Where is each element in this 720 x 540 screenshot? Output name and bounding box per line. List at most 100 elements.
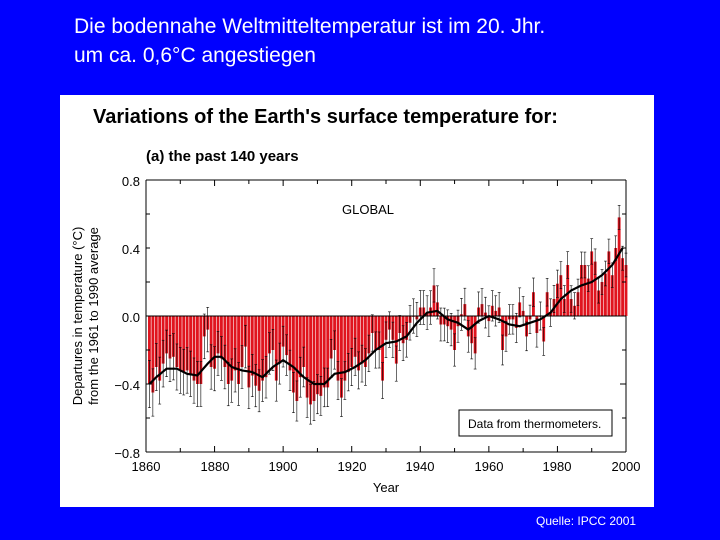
anomaly-bar <box>473 316 477 354</box>
y-tick-label-2: 0.0 <box>122 310 140 325</box>
anomaly-bar <box>175 316 179 367</box>
x-tick-label-1: 1880 <box>201 459 230 474</box>
anomaly-bar <box>340 316 343 398</box>
anomaly-bar <box>364 316 367 367</box>
temperature-chart: Variations of the Earth's surface temper… <box>70 106 641 495</box>
anomaly-bar <box>580 265 583 316</box>
x-tick-label-3: 1920 <box>338 459 367 474</box>
anomaly-bar <box>607 251 611 316</box>
anomaly-bar <box>593 261 597 316</box>
anomaly-bar <box>559 275 563 316</box>
anomaly-bar <box>316 316 319 395</box>
x-tick-label-2: 1900 <box>269 459 298 474</box>
anomaly-bar <box>600 282 604 316</box>
anomaly-bar <box>586 278 590 316</box>
anomaly-bar <box>617 217 621 316</box>
anomaly-bar <box>237 316 240 384</box>
x-tick-label-0: 1860 <box>132 459 161 474</box>
smoothed-curve <box>148 247 624 386</box>
chart-subtitle: (a) the past 140 years <box>146 148 299 165</box>
anomaly-bar <box>213 316 216 369</box>
anomaly-bar <box>192 316 196 381</box>
anomaly-bar <box>233 316 237 371</box>
anomaly-bar <box>367 316 371 354</box>
annotation-text: Data from thermometers. <box>468 417 601 431</box>
annotation-box <box>458 409 613 437</box>
anomaly-bar <box>161 316 165 364</box>
anomaly-bar <box>381 316 384 381</box>
anomaly-bar <box>583 265 587 316</box>
anomaly-bar <box>312 316 316 401</box>
anomaly-bar <box>326 316 330 388</box>
anomaly-bar <box>189 316 192 374</box>
anomaly-bar <box>274 316 278 381</box>
anomaly-bar <box>298 316 302 378</box>
x-tick-label-6: 1980 <box>543 459 572 474</box>
anomaly-bar <box>295 316 299 401</box>
anomaly-bar <box>604 273 607 316</box>
anomaly-bar <box>346 316 350 373</box>
y-tick-label-1: 0.4 <box>122 242 140 257</box>
x-tick-label-5: 1960 <box>475 459 504 474</box>
y-axis-label-line1: Departures in temperature (°C) <box>70 227 85 406</box>
anomaly-bar <box>151 316 155 393</box>
axis-ticks <box>145 179 627 453</box>
anomaly-bar <box>254 316 258 386</box>
slide-heading-line2: um ca. 0,6°C angestiegen <box>74 44 316 67</box>
anomaly-bar <box>501 316 504 350</box>
anomaly-bar <box>292 316 295 393</box>
anomaly-bar <box>154 316 158 367</box>
x-axis-label: Year <box>373 480 400 495</box>
x-tick-label-4: 1940 <box>406 459 435 474</box>
anomaly-bar <box>353 316 357 357</box>
anomaly-bar <box>309 316 312 405</box>
anomaly-bar <box>614 248 618 316</box>
anomaly-bar <box>257 316 261 391</box>
anomaly-bars <box>148 205 628 425</box>
y-tick-label-3: −0.4 <box>114 378 140 393</box>
anomaly-bar <box>336 316 340 381</box>
slide-heading: Die bodennahe Weltmitteltemperatur ist i… <box>74 12 694 70</box>
anomaly-bar <box>322 316 326 388</box>
chart-title: Variations of the Earth's surface temper… <box>93 106 558 128</box>
slide-heading-line1: Die bodennahe Weltmitteltemperatur ist i… <box>74 15 546 38</box>
anomaly-bar <box>329 316 333 359</box>
source-credit: Quelle: IPCC 2001 <box>536 514 637 528</box>
anomaly-bar <box>185 316 189 371</box>
anomaly-bar <box>590 251 594 316</box>
region-label: GLOBAL <box>342 202 394 217</box>
anomaly-bar <box>343 316 347 381</box>
anomaly-bar <box>288 316 292 371</box>
anomaly-bar <box>556 283 559 316</box>
anomaly-bar <box>357 316 360 371</box>
anomaly-bar <box>624 265 628 316</box>
anomaly-bar <box>209 316 213 367</box>
anomaly-bar <box>453 316 456 350</box>
y-tick-label-0: 0.8 <box>122 174 140 189</box>
anomaly-bar <box>158 316 162 381</box>
anomaly-bar <box>278 316 282 364</box>
anomaly-bar <box>196 316 199 384</box>
anomaly-bar <box>178 316 182 371</box>
anomaly-bar <box>247 316 251 388</box>
anomaly-bar <box>230 316 234 381</box>
anomaly-bar <box>566 265 570 316</box>
anomaly-bar <box>261 316 264 381</box>
anomaly-bar <box>305 316 309 398</box>
anomaly-bar <box>319 316 323 396</box>
y-axis-label-line2: from the 1961 to 1990 average <box>86 227 101 405</box>
anomaly-bar <box>610 275 614 316</box>
anomaly-bar <box>350 316 354 367</box>
anomaly-bar <box>394 316 398 364</box>
anomaly-bar <box>226 316 230 384</box>
anomaly-bar <box>182 316 186 373</box>
anomaly-bar <box>302 316 306 367</box>
anomaly-bar <box>264 316 268 378</box>
anomaly-bar <box>199 316 203 384</box>
anomaly-bar <box>360 316 364 364</box>
anomaly-bar <box>240 316 244 367</box>
chart-panel: Variations of the Earth's surface temper… <box>60 95 654 507</box>
y-tick-label-4: −0.8 <box>114 446 140 461</box>
anomaly-bar <box>223 316 227 367</box>
x-tick-label-7: 2000 <box>612 459 641 474</box>
